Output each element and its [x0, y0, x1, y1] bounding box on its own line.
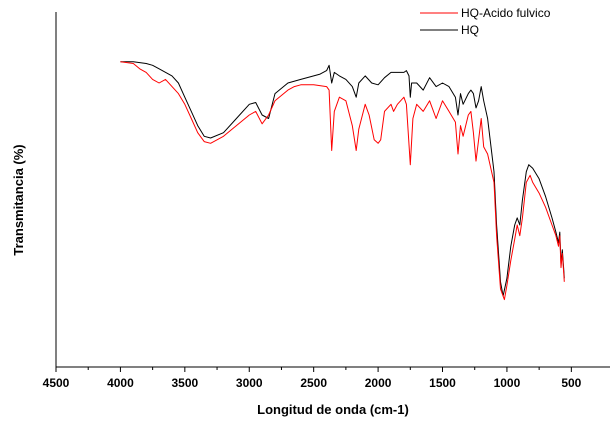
tick-layer: 4500 4000 3500 3000 2500 2000 1500 1000 500: [43, 367, 582, 390]
series-layer: [120, 61, 565, 301]
x-tick-label: 2500: [300, 376, 327, 390]
x-tick-label: 1500: [429, 376, 456, 390]
x-tick-label: 500: [561, 376, 581, 390]
legend: HQ-Acido fulvico HQ: [420, 6, 551, 37]
series-line-1: [120, 61, 565, 297]
x-tick-label: 1000: [494, 376, 521, 390]
x-tick-label: 3000: [236, 376, 263, 390]
series-line-0: [120, 61, 565, 301]
x-tick-label: 3500: [171, 376, 198, 390]
legend-label: HQ: [461, 23, 479, 37]
y-axis-title: Transmitancia (%): [11, 144, 26, 255]
x-axis-title: Longitud de onda (cm-1): [257, 402, 409, 417]
x-tick-label: 4500: [43, 376, 70, 390]
x-tick-label: 4000: [107, 376, 134, 390]
x-tick-label: 2000: [365, 376, 392, 390]
legend-label: HQ-Acido fulvico: [461, 6, 551, 20]
